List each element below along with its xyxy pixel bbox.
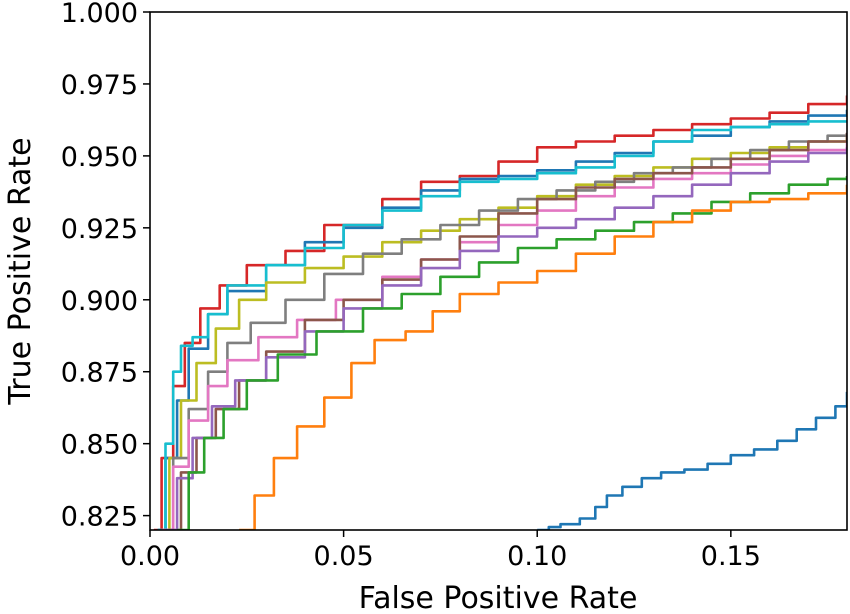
roc-curve-9 <box>177 176 847 530</box>
x-tick-label: 0.15 <box>701 541 761 572</box>
y-tick-label: 0.875 <box>61 358 138 389</box>
axes-frame <box>149 11 848 531</box>
roc-curve-8 <box>165 147 847 530</box>
x-tick-label: 0.05 <box>314 541 374 572</box>
x-axis-ticks: 0.00 0.05 0.10 0.15 <box>120 530 761 572</box>
roc-curve-10 <box>239 184 847 530</box>
y-tick-label: 1.000 <box>61 0 138 29</box>
y-tick-label: 0.950 <box>61 142 138 173</box>
y-tick-label: 0.975 <box>61 70 138 101</box>
series-layer <box>153 95 847 530</box>
roc-curve-3 <box>157 120 847 530</box>
y-tick-label: 0.825 <box>61 502 138 533</box>
y-axis-ticks: 0.825 0.850 0.875 0.900 0.925 0.950 0.975 1.000 <box>61 0 150 533</box>
y-tick-label: 0.925 <box>61 214 138 245</box>
roc-curve-5 <box>161 132 847 530</box>
x-tick-label: 0.00 <box>120 541 180 572</box>
y-tick-label: 0.900 <box>61 286 138 317</box>
roc-curve-11 <box>537 391 847 530</box>
roc-curve-7 <box>169 132 847 530</box>
roc-curve-6 <box>161 141 847 530</box>
roc-curve-1 <box>153 95 847 530</box>
y-tick-label: 0.850 <box>61 430 138 461</box>
x-axis-label: False Positive Rate <box>359 581 638 614</box>
x-tick-label: 0.10 <box>507 541 567 572</box>
roc-curve-4 <box>161 135 847 530</box>
y-axis-label: True Positive Rate <box>3 137 38 405</box>
